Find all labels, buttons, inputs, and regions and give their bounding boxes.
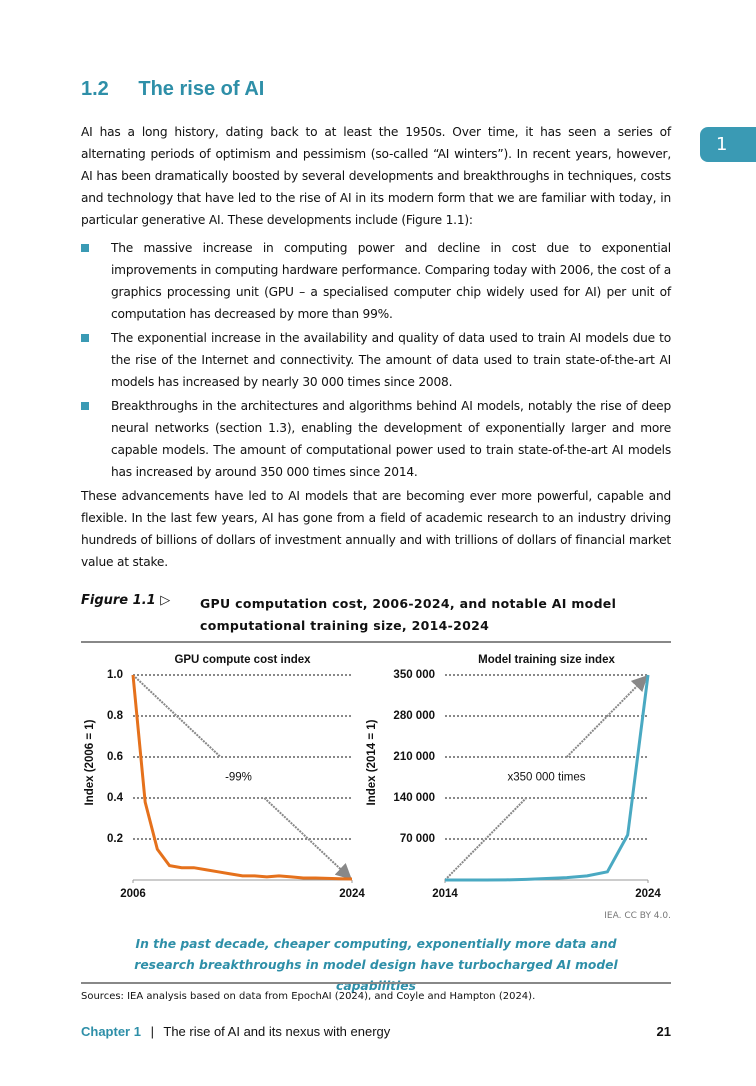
- annotation: x350 000 times: [508, 772, 586, 784]
- arrow: [132, 674, 222, 758]
- series-line: [131, 674, 353, 881]
- section-number: 1.2: [81, 78, 109, 100]
- footer-chapter: Chapter 1: [81, 1024, 141, 1039]
- credit: IEA. CC BY 4.0.: [604, 911, 671, 921]
- y-tick-label: 1.0: [107, 669, 123, 681]
- y-tick-label: 280 000: [393, 710, 435, 722]
- bullet-square: [81, 244, 89, 252]
- y-tick-label: 0.8: [107, 710, 124, 722]
- bullet: The massive increase in computing power …: [81, 237, 671, 325]
- arrow: [566, 675, 648, 758]
- x-tick-label: 2024: [635, 888, 661, 900]
- y-tick-label: 0.6: [107, 751, 123, 763]
- x-tick-label: 2024: [339, 888, 365, 900]
- bullet-square: [81, 402, 89, 410]
- arrow: [263, 797, 352, 880]
- y-axis-label: Index (2014 = 1): [366, 719, 378, 805]
- bullet-text: Breakthroughs in the architectures and a…: [111, 399, 671, 479]
- footer-text: The rise of AI and its nexus with energy: [163, 1024, 391, 1039]
- bullet: The exponential increase in the availabi…: [81, 327, 671, 393]
- figure-title: GPU computation cost, 2006-2024, and not…: [200, 596, 617, 633]
- section-title: The rise of AI: [138, 78, 265, 100]
- y-axis-label: Index (2006 = 1): [84, 719, 96, 805]
- bullet: Breakthroughs in the architectures and a…: [81, 395, 671, 483]
- bullet-text: The massive increase in computing power …: [111, 241, 671, 321]
- sources: Sources: IEA analysis based on data from…: [81, 991, 536, 1002]
- heading: 1.2 The rise of AI: [81, 78, 264, 101]
- side-tab: 1: [700, 127, 756, 162]
- figure-label: Figure 1.1 ▷: [81, 593, 171, 608]
- paragraph: AI has a long history, dating back to at…: [81, 125, 671, 227]
- x-tick-label: 2006: [120, 888, 146, 900]
- rule: [81, 641, 671, 643]
- y-tick-label: 350 000: [393, 669, 435, 681]
- x-tick-label: 2014: [432, 888, 458, 900]
- page-number: 21: [656, 1024, 671, 1039]
- annotation: -99%: [225, 772, 252, 784]
- bullet-text: The exponential increase in the availabi…: [111, 331, 671, 389]
- chart-title: Model training size index: [478, 654, 615, 666]
- footer: Chapter 1 | The rise of AI and its nexus…: [81, 1024, 671, 1039]
- y-tick-label: 210 000: [393, 751, 435, 763]
- y-tick-label: 0.4: [107, 792, 124, 804]
- figure-caption: In the past decade, cheaper computing, e…: [134, 937, 618, 993]
- y-tick-label: 0.2: [107, 833, 123, 845]
- paragraph: These advancements have led to AI models…: [81, 489, 671, 569]
- y-tick-label: 140 000: [393, 792, 435, 804]
- series-line: [444, 674, 650, 882]
- y-tick-label: 70 000: [400, 833, 435, 845]
- arrow: [444, 797, 527, 881]
- rule: [81, 982, 671, 984]
- chart-title: GPU compute cost index: [174, 654, 311, 666]
- footer-separator: |: [150, 1024, 154, 1039]
- charts: GPU compute cost index Index (2006 = 1) 0.…: [84, 654, 661, 900]
- bullet-square: [81, 334, 89, 342]
